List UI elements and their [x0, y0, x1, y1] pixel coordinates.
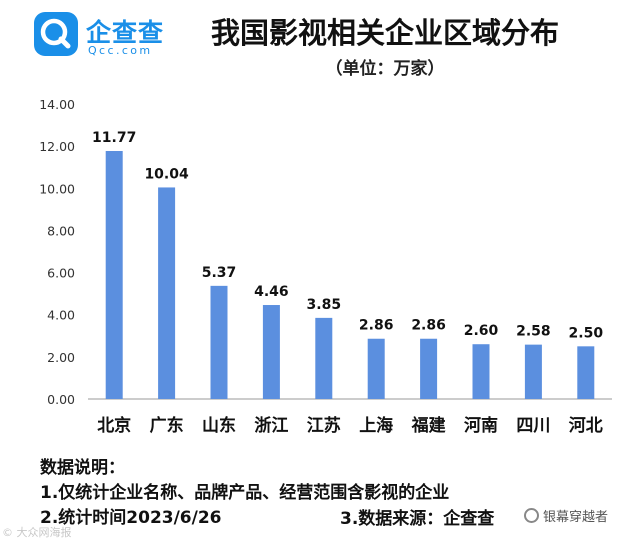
x-tick-label: 广东 — [150, 415, 184, 436]
x-tick-label: 河南 — [464, 415, 498, 436]
watermark-right: 银幕穿越者 — [524, 506, 608, 525]
notes-line-1: 1.仅统计企业名称、品牌产品、经营范围含影视的企业 — [40, 483, 450, 503]
bar — [472, 344, 490, 399]
data-label: 2.58 — [516, 324, 551, 340]
x-tick-label: 江苏 — [307, 415, 341, 436]
qcc-logo-icon — [34, 12, 78, 56]
bar — [577, 346, 595, 399]
watermark-left: © 大众网海报 — [2, 526, 72, 539]
logo-subtext: Qcc.com — [88, 44, 153, 57]
data-label: 2.50 — [569, 325, 604, 341]
bar — [420, 338, 438, 399]
data-notes: 数据说明： 1.仅统计企业名称、品牌产品、经营范围含影视的企业 2.统计时间20… — [40, 456, 449, 531]
data-label: 11.77 — [92, 130, 136, 146]
data-label: 10.04 — [144, 166, 189, 182]
chart-title: 我国影视相关企业区域分布 — [210, 16, 559, 50]
x-tick-label: 山东 — [202, 415, 236, 436]
notes-line-2: 2.统计时间2023/6/26 — [40, 508, 222, 528]
x-tick-label: 福建 — [411, 415, 446, 436]
bar — [367, 338, 385, 399]
data-label: 2.86 — [359, 318, 394, 334]
data-label: 2.60 — [464, 323, 499, 339]
data-label: 2.86 — [411, 318, 446, 334]
y-tick-label: 12.00 — [39, 139, 75, 154]
bar — [105, 150, 123, 399]
y-tick-label: 10.00 — [39, 181, 75, 196]
y-tick-label: 8.00 — [47, 223, 75, 238]
chart-subtitle: （单位：万家） — [325, 59, 445, 79]
data-label: 5.37 — [202, 265, 237, 281]
bar — [210, 285, 228, 399]
data-label: 3.85 — [307, 297, 342, 313]
x-tick-label: 北京 — [97, 415, 131, 436]
y-tick-label: 2.00 — [47, 350, 75, 365]
y-tick-label: 0.00 — [47, 392, 75, 407]
bar — [524, 344, 542, 399]
bar — [315, 317, 333, 399]
bar — [158, 187, 176, 399]
notes-heading: 数据说明： — [40, 458, 125, 478]
y-tick-label: 14.00 — [39, 97, 75, 112]
watermark-right-text: 银幕穿越者 — [543, 510, 609, 525]
notes-line-3: 3.数据来源：企查查 — [340, 509, 495, 529]
y-tick-label: 6.00 — [47, 266, 75, 281]
data-label: 4.46 — [254, 284, 289, 300]
x-tick-label: 河北 — [569, 416, 603, 436]
y-tick-label: 4.00 — [47, 308, 75, 323]
x-tick-label: 上海 — [359, 415, 393, 436]
x-tick-label: 四川 — [516, 416, 550, 436]
x-tick-label: 浙江 — [254, 415, 288, 436]
wechat-icon — [524, 508, 539, 523]
logo-name: 企查查 — [86, 18, 165, 47]
bar — [262, 305, 280, 399]
